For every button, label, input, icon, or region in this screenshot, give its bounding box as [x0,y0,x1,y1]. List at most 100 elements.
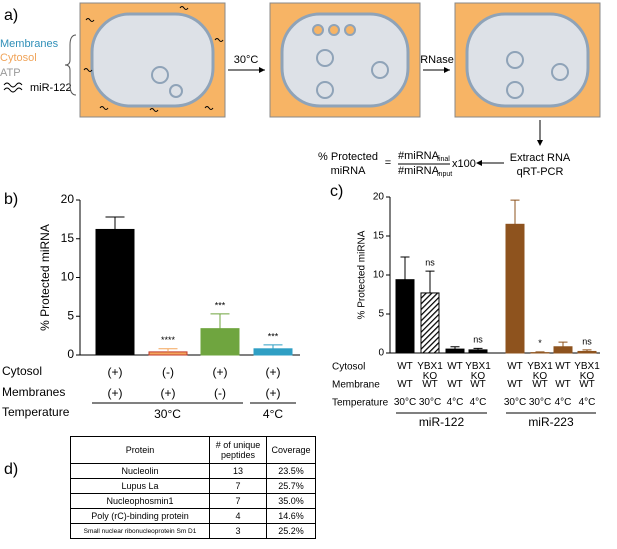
row-label: Membranes [2,385,65,399]
step-label: 30°C [234,54,259,66]
table-cell: 14.6% [266,508,316,524]
arrowhead [476,160,482,166]
row-value: (-) [162,365,174,379]
table-cell: Nucleophosmin1 [70,493,210,509]
row-value: YBX1 KO [417,361,443,382]
row-value: WT [397,379,413,390]
formula-text: miRNA [331,165,366,177]
significance: **** [161,335,176,345]
bar [577,350,597,354]
y-tick-label: 0 [378,348,384,359]
table-row: Nucleolin 13 23.5% [70,463,316,479]
bar [395,279,415,354]
group-label: 4°C [263,407,283,421]
error-bar [210,313,230,329]
y-tick-label: 20 [61,192,75,206]
error-bar [158,348,178,352]
bar [95,228,135,356]
error-bar [400,256,410,280]
mirna-icon [3,82,23,93]
bar [253,348,293,356]
row-value: 30°C [528,397,552,408]
vesicle [316,49,334,67]
table-cell: Small nuclear ribonucleoprotein Sm D1 [70,523,210,539]
significance: ns [473,335,483,345]
table-header-row: Protein # of unique peptides Coverage [70,436,316,464]
arrowhead [537,140,543,146]
row-value: WT [507,379,523,390]
row-value: 4°C [446,397,464,408]
row-value: WT [470,379,486,390]
brace [64,34,77,96]
formula-equals: = [385,157,391,169]
mirna [83,6,224,112]
formula-text: x100 [452,158,476,170]
row-value: WT [555,361,571,372]
formula-text: % Protected [318,151,378,163]
panel-label: a) [4,7,18,24]
table-cell: 3 [209,523,267,539]
row-value: WT [579,379,595,390]
table-row: Small nuclear ribonucleoprotein Sm D1 3 25… [70,523,316,539]
panel-label: c) [330,183,343,200]
table-cell: Nucleolin [70,463,210,479]
row-value: 4°C [554,397,572,408]
row-value: (+) [107,365,123,379]
error-bar [425,270,435,293]
error-bar [450,346,460,350]
cell [90,12,215,108]
row-value: WT [397,361,413,372]
y-axis-label: % Protected miRNA [38,224,52,331]
header-cell: Coverage [266,436,316,464]
table-cell: 7 [209,478,267,494]
bar [553,346,573,354]
y-tick-label: 20 [373,192,385,203]
legend-cytosol: Cytosol [0,52,37,64]
vesicle [371,61,389,79]
row-value: WT [555,379,571,390]
y-tick-label: 10 [61,270,75,284]
row-label: Temperature [2,405,70,419]
formula-text: #miRNA [398,165,440,177]
vesicle [344,24,356,36]
table-cell: Lupus La [70,478,210,494]
step-label: Extract RNA [510,152,571,164]
row-value: 30°C [418,397,442,408]
row-value: (+) [107,386,123,400]
row-value: (+) [212,365,228,379]
error-bar [263,344,283,349]
group-label: miR-122 [419,415,465,429]
formula-text: #miRNA [398,150,440,162]
table-cell: 25.2% [266,523,316,539]
row-value: 4°C [469,397,487,408]
error-bar [582,349,592,352]
group-label: 30°C [154,407,181,421]
significance: * [538,338,542,348]
bar [148,351,188,356]
table-cell: 7 [209,493,267,509]
error-bar [510,199,520,225]
error-bar [535,351,545,353]
vesicle [328,24,340,36]
step-label: qRT-PCR [517,166,564,178]
table-cell: 23.5% [266,463,316,479]
bar [420,292,440,354]
formula-sub: input [437,171,452,178]
vesicle [312,24,324,36]
header-cell: Protein [70,436,210,464]
row-value: WT [447,361,463,372]
row-value: (+) [265,386,281,400]
y-tick-label: 5 [378,309,384,320]
table-row: Nucleophosmin1 7 35.0% [70,493,316,509]
error-bar [473,347,483,350]
row-value: (-) [214,386,226,400]
step-label: RNase [420,54,454,66]
row-label: Temperature [332,398,389,409]
arrowhead [444,67,450,73]
row-value: (+) [265,365,281,379]
table-cell: Poly (rC)-binding protein [70,508,210,524]
y-axis-label: % Protected miRNA [357,230,368,319]
y-tick-label: 5 [67,308,74,322]
vesicle [506,51,524,69]
